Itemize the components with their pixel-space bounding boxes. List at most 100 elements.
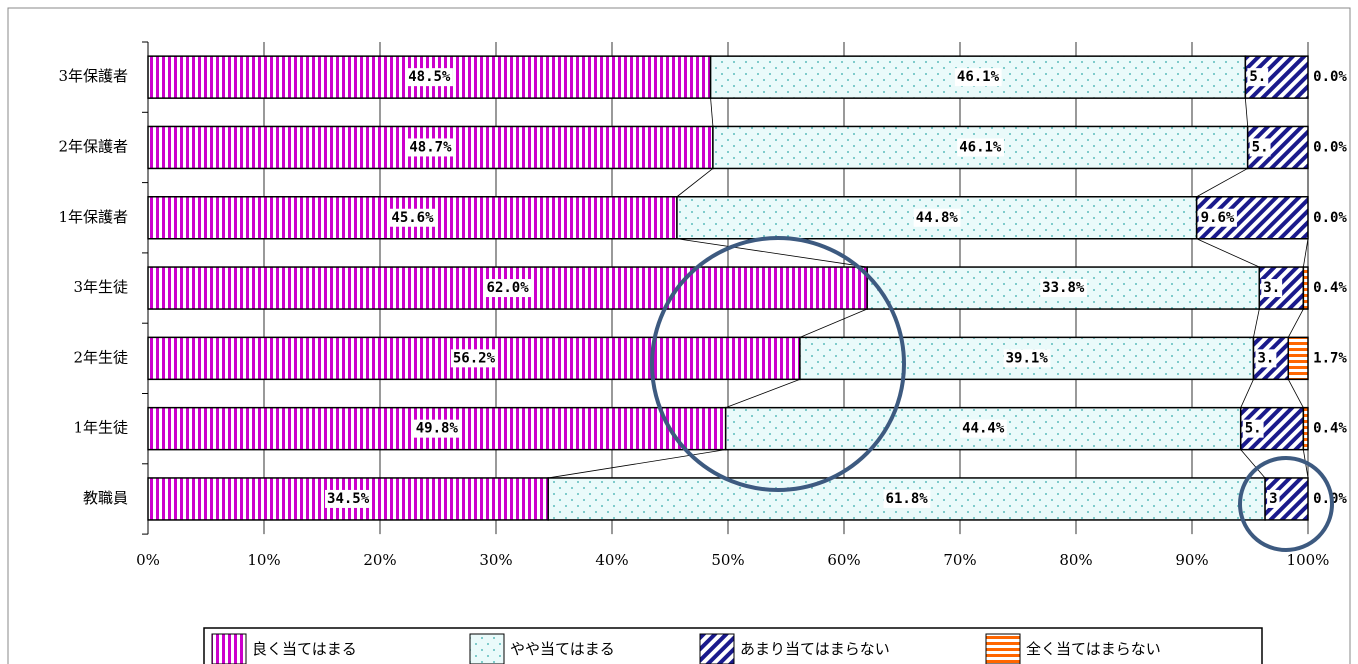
- bar-segment: [1302, 266, 1309, 310]
- frame: [7, 7, 1351, 664]
- annotation-circle: [650, 236, 906, 492]
- value-label: 3: [1269, 491, 1277, 507]
- y-tick-label: 3年保護者: [58, 67, 128, 85]
- value-label-bg: [1311, 279, 1350, 298]
- value-label: 3.: [1257, 350, 1274, 366]
- x-tick-label: 30%: [479, 551, 512, 569]
- value-label: 1.7%: [1313, 350, 1347, 366]
- value-label-bg: [389, 208, 437, 227]
- value-label-bg: [413, 419, 461, 438]
- x-tick-label: 50%: [711, 551, 744, 569]
- value-label: 0.0%: [1313, 69, 1347, 85]
- legend-swatch: [699, 633, 735, 664]
- series-line: [676, 238, 868, 268]
- y-tick-label: 2年保護者: [58, 137, 128, 155]
- legend-label: やや当てはまる: [510, 640, 615, 658]
- y-tick-label: 3年生徒: [73, 278, 128, 296]
- value-label-bg: [406, 68, 453, 87]
- series-line: [1240, 379, 1254, 408]
- value-label: 46.1%: [959, 139, 1002, 155]
- value-label: 5.: [1245, 421, 1262, 437]
- bar-segment: [1246, 125, 1309, 170]
- value-label-bg: [1003, 349, 1051, 368]
- value-label-bg: [1247, 68, 1269, 87]
- legend-label: あまり当てはまらない: [740, 640, 890, 658]
- y-tick-label: 教職員: [83, 489, 128, 507]
- value-label-bg: [1198, 208, 1237, 227]
- value-label: 45.6%: [391, 210, 434, 226]
- legend-label: 全く当てはまらない: [1026, 640, 1161, 658]
- value-label-bg: [484, 279, 532, 298]
- value-label-bg: [883, 489, 931, 508]
- value-label: 5.: [1249, 69, 1266, 85]
- value-label-bg: [1267, 489, 1280, 508]
- series-line: [1287, 379, 1304, 408]
- value-label: 62.0%: [487, 280, 530, 296]
- series-line: [1302, 238, 1309, 268]
- x-tick-label: 90%: [1175, 551, 1208, 569]
- bar-segment: [1302, 406, 1309, 451]
- series-line: [548, 449, 726, 479]
- value-label-bg: [1255, 349, 1277, 368]
- value-label-bg: [325, 489, 372, 508]
- value-label-bg: [450, 349, 498, 368]
- y-tick-label: 1年保護者: [58, 208, 128, 226]
- value-label: 0.4%: [1313, 421, 1347, 437]
- series-line: [710, 98, 714, 127]
- value-label: 3.: [1263, 280, 1280, 296]
- series-line: [1196, 168, 1248, 198]
- y-tick-label: 1年生徒: [73, 419, 128, 437]
- value-label: 0.0%: [1313, 210, 1347, 226]
- value-label: 49.8%: [416, 421, 459, 437]
- series-line: [1287, 308, 1304, 338]
- series-line: [725, 378, 801, 409]
- value-label: 0.4%: [1313, 280, 1347, 296]
- x-tick-label: 20%: [363, 551, 396, 569]
- series-line: [799, 308, 868, 338]
- series-line: [1196, 238, 1260, 268]
- value-label-bg: [1261, 279, 1283, 298]
- value-label: 46.1%: [957, 69, 1000, 85]
- value-label: 5.: [1252, 139, 1269, 155]
- value-label-bg: [1311, 208, 1350, 227]
- value-label-bg: [1040, 279, 1087, 298]
- series-line: [1240, 449, 1266, 479]
- value-label-bg: [407, 138, 455, 157]
- value-label-bg: [960, 419, 1007, 438]
- series-line: [1244, 98, 1249, 127]
- value-label-bg: [1311, 419, 1350, 438]
- value-label: 9.6%: [1201, 210, 1235, 226]
- x-tick-label: 10%: [247, 551, 280, 569]
- value-label: 34.5%: [327, 491, 370, 507]
- value-label: 56.2%: [453, 350, 496, 366]
- value-label: 0.0%: [1313, 139, 1347, 155]
- x-tick-label: 60%: [827, 551, 860, 569]
- value-label-bg: [1249, 138, 1271, 157]
- x-tick-label: 100%: [1287, 551, 1330, 569]
- x-tick-label: 80%: [1059, 551, 1092, 569]
- bar-segment: [1287, 336, 1309, 381]
- legend-swatch: [211, 633, 247, 664]
- annotation-circle: [1238, 456, 1334, 552]
- x-tick-label: 70%: [943, 551, 976, 569]
- value-label: 48.7%: [409, 139, 452, 155]
- y-tick-label: 2年生徒: [73, 348, 128, 366]
- value-label-bg: [954, 68, 1002, 87]
- value-label-bg: [1311, 68, 1350, 87]
- legend-swatch: [469, 633, 505, 664]
- value-label-bg: [1311, 349, 1350, 368]
- series-line: [676, 168, 714, 198]
- value-label-bg: [1311, 138, 1350, 157]
- value-label: 61.8%: [886, 491, 929, 507]
- value-label: 33.8%: [1042, 280, 1085, 296]
- value-label-bg: [913, 208, 961, 227]
- x-tick-label: 0%: [136, 551, 160, 569]
- value-label: 44.4%: [962, 421, 1005, 437]
- value-label: 39.1%: [1006, 350, 1049, 366]
- legend-swatch: [985, 633, 1021, 664]
- value-label-bg: [957, 138, 1004, 157]
- value-label-bg: [1242, 419, 1264, 438]
- series-line: [1253, 308, 1260, 338]
- x-tick-label: 40%: [595, 551, 628, 569]
